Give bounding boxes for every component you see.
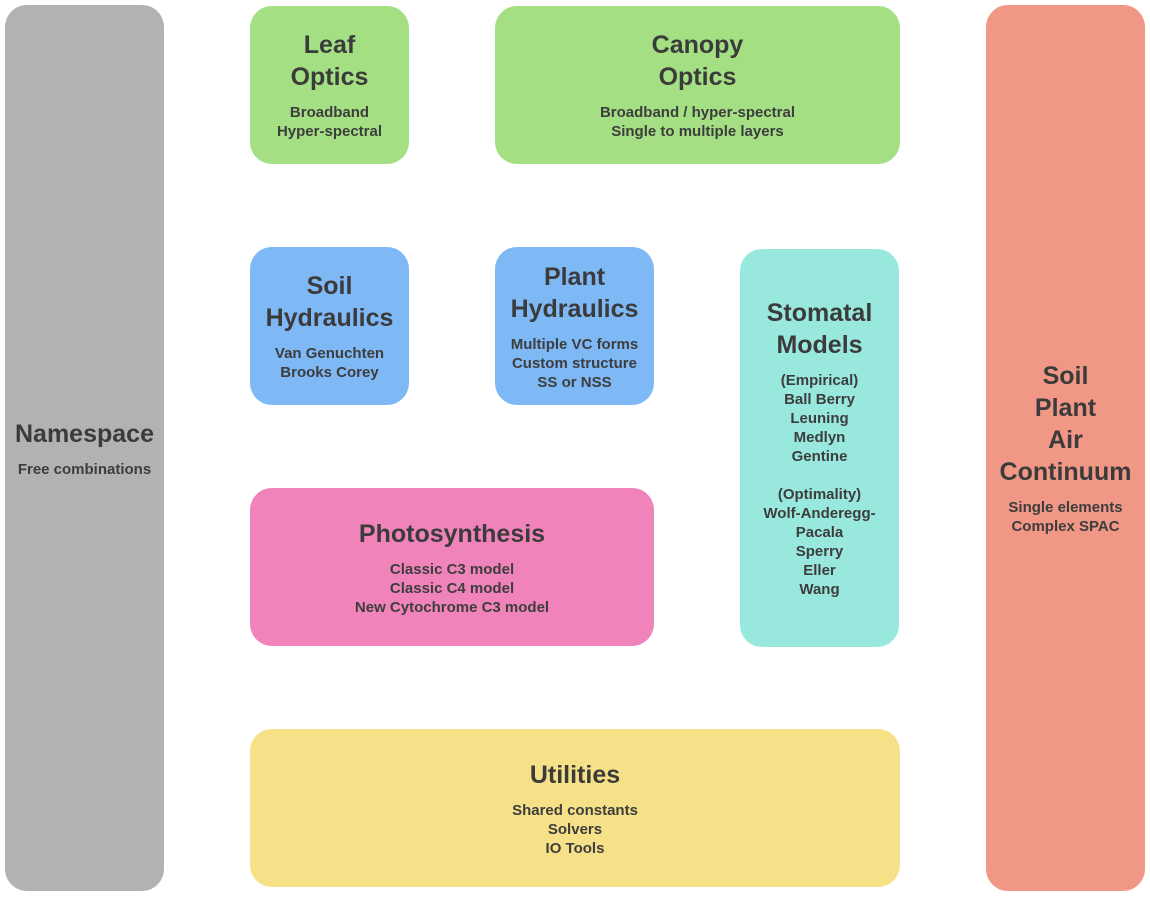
leaf-optics-box: Leaf Optics Broadband Hyper-spectral — [250, 6, 409, 164]
canopy-optics-title: Canopy Optics — [651, 31, 744, 91]
namespace-box: Namespace Free combinations — [5, 5, 164, 891]
photosynthesis-box: Photosynthesis Classic C3 model Classic … — [250, 488, 654, 646]
spac-title: Soil Plant Air Continuum — [999, 362, 1132, 486]
plant-hydraulics-details: Multiple VC forms Custom structure SS or… — [510, 335, 639, 391]
utilities-box: Utilities Shared constants Solvers IO To… — [250, 729, 900, 887]
stomatal-models-box: Stomatal Models (Empirical) Ball Berry L… — [740, 249, 899, 647]
namespace-title: Namespace — [15, 419, 154, 448]
canopy-optics-box: Canopy Optics Broadband / hyper-spectral… — [495, 6, 900, 164]
soil-hydraulics-details: Van Genuchten Brooks Corey — [274, 345, 385, 381]
stomatal-models-details: (Empirical) Ball Berry Leuning Medlyn Ge… — [763, 372, 876, 598]
spac-details: Single elements Complex SPAC — [1008, 499, 1123, 535]
namespace-details: Free combinations — [17, 460, 152, 478]
photosynthesis-details: Classic C3 model Classic C4 model New Cy… — [354, 560, 550, 616]
plant-hydraulics-title: Plant Hydraulics — [510, 262, 639, 323]
canopy-optics-details: Broadband / hyper-spectral Single to mul… — [599, 104, 796, 140]
stomatal-models-title: Stomatal Models — [766, 299, 873, 359]
utilities-title: Utilities — [529, 760, 621, 789]
photosynthesis-title: Photosynthesis — [358, 519, 546, 548]
soil-hydraulics-title: Soil Hydraulics — [265, 272, 394, 332]
utilities-details: Shared constants Solvers IO Tools — [512, 801, 638, 857]
plant-hydraulics-box: Plant Hydraulics Multiple VC forms Custo… — [495, 247, 654, 405]
leaf-optics-details: Broadband Hyper-spectral — [276, 104, 383, 140]
spacer — [763, 466, 875, 485]
soil-hydraulics-box: Soil Hydraulics Van Genuchten Brooks Cor… — [250, 247, 409, 405]
spac-box: Soil Plant Air Continuum Single elements… — [986, 5, 1145, 891]
leaf-optics-title: Leaf Optics — [290, 31, 369, 91]
